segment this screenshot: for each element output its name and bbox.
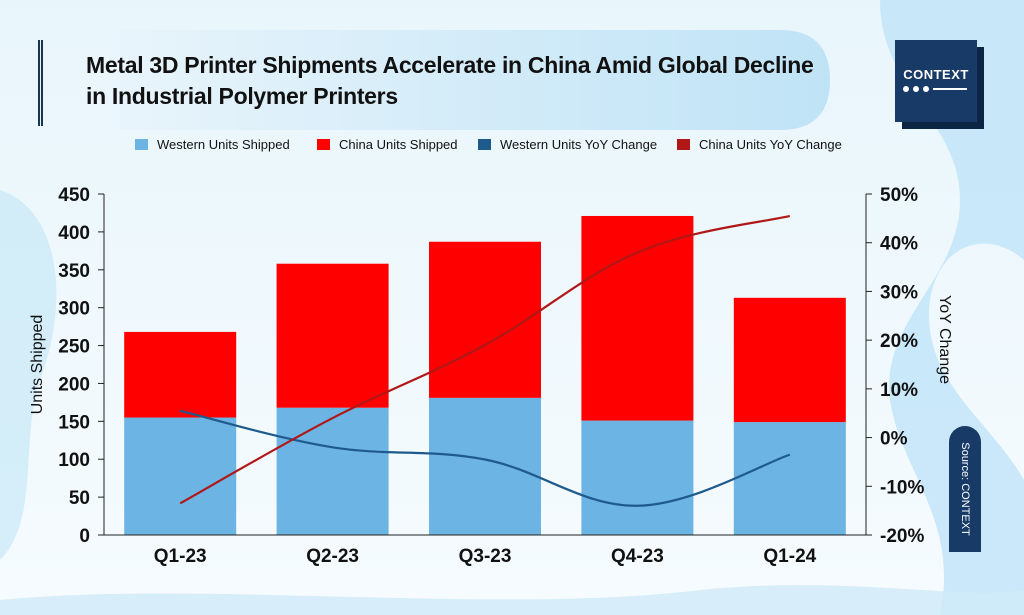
legend-swatch-china-units [317, 139, 330, 150]
line-western-yoy [179, 409, 791, 507]
legend-label-western-units: Western Units Shipped [157, 137, 290, 152]
logo-text: CONTEXT [903, 67, 969, 82]
y-tick-label-left: 450 [58, 185, 90, 206]
bar-western-q3-23 [429, 397, 541, 535]
legend-swatch-western-yoy [478, 139, 491, 150]
line-china-yoy [179, 214, 791, 505]
y-tick-label-left: 400 [58, 223, 90, 244]
y-tick-label-left: 150 [58, 412, 90, 433]
source-pill [949, 426, 981, 552]
bar-western-q2-23 [276, 407, 389, 535]
y-tick-label-right: 40% [880, 234, 918, 255]
legend-label-china-units: China Units Shipped [339, 137, 458, 152]
x-tick-label: Q2-23 [306, 546, 359, 567]
y-tick-label-right: -10% [880, 477, 924, 498]
x-tick-label: Q1-24 [763, 546, 816, 567]
y-tick-label-left: 0 [79, 526, 90, 547]
y-tick-label-left: 50 [69, 488, 90, 509]
x-tick-label: Q1-23 [154, 546, 207, 567]
y-tick-label-left: 250 [58, 337, 90, 358]
title-banner [120, 30, 830, 130]
bar-china-q2-23 [276, 263, 389, 408]
y-tick-label-right: -20% [880, 526, 924, 547]
bar-western-q1-24 [733, 422, 846, 535]
x-tick-label: Q4-23 [611, 546, 664, 567]
bar-china-q1-23 [124, 331, 237, 418]
y-tick-label-right: 50% [880, 185, 918, 206]
bar-china-q4-23 [581, 215, 694, 421]
legend-label-western-yoy: Western Units YoY Change [500, 137, 658, 152]
logo-dots-icon [903, 86, 969, 92]
y-tick-label-left: 100 [58, 450, 90, 471]
bar-china-q3-23 [429, 241, 541, 398]
legend-label-china-yoy: China Units YoY Change [699, 137, 842, 152]
bar-china-q1-24 [733, 297, 846, 423]
y-tick-label-right: 20% [880, 331, 918, 352]
y-tick-label-left: 350 [58, 261, 90, 282]
x-tick-label: Q3-23 [459, 546, 512, 567]
y-tick-label-right: 10% [880, 380, 918, 401]
title-accent-bars [38, 40, 43, 126]
y-tick-label-right: 0% [880, 429, 908, 450]
y-axis-title-left: Units Shipped [29, 315, 46, 415]
y-axis-title-right: YoY Change [936, 295, 953, 384]
legend-swatch-china-yoy [677, 139, 690, 150]
context-logo: CONTEXT [895, 40, 977, 122]
bar-western-q1-23 [124, 417, 237, 535]
legend-swatch-western-units [135, 139, 148, 150]
y-tick-label-left: 200 [58, 374, 90, 395]
y-tick-label-left: 300 [58, 299, 90, 320]
source-label: Source: CONTEXT [959, 442, 971, 536]
chart-title: Metal 3D Printer Shipments Accelerate in… [86, 52, 814, 109]
bar-western-q4-23 [581, 420, 694, 535]
y-tick-label-right: 30% [880, 282, 918, 303]
